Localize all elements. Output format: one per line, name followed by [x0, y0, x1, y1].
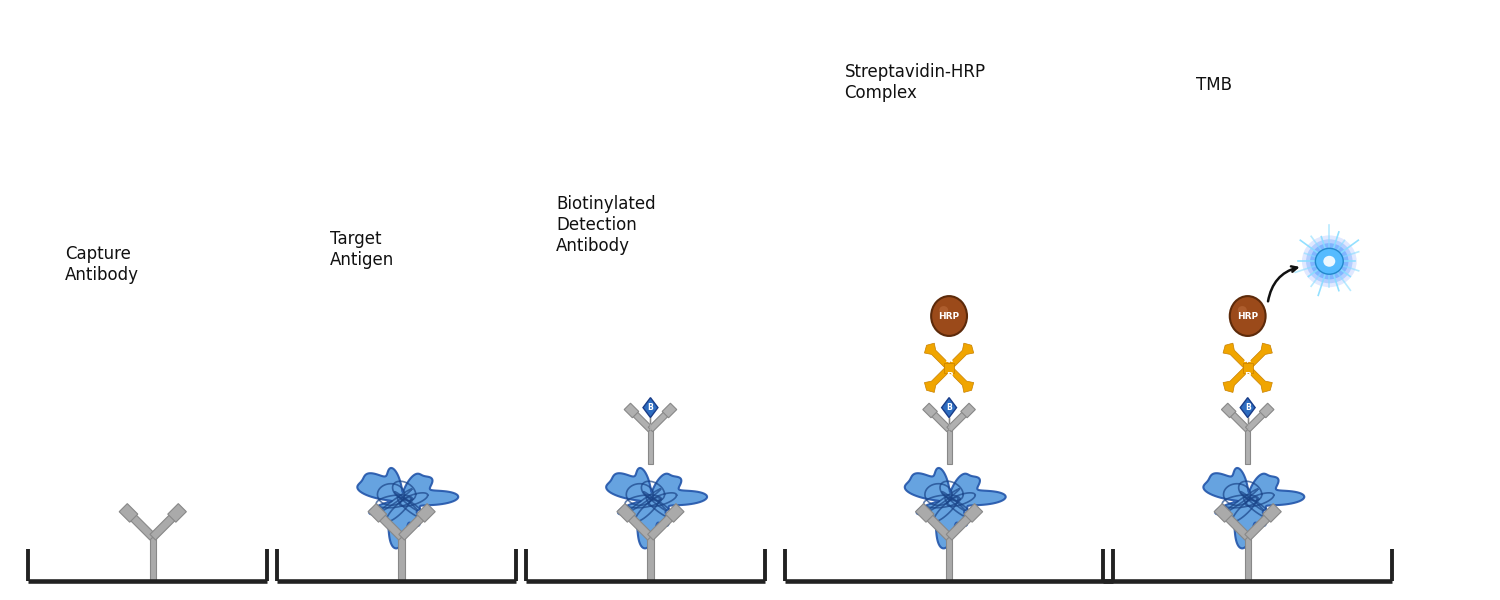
Polygon shape	[648, 510, 678, 540]
Ellipse shape	[939, 306, 948, 314]
Ellipse shape	[1316, 248, 1342, 274]
Polygon shape	[928, 408, 951, 432]
Polygon shape	[399, 510, 429, 540]
Text: HRP: HRP	[939, 311, 960, 320]
Text: B: B	[648, 403, 654, 412]
Polygon shape	[1245, 343, 1272, 370]
Polygon shape	[126, 510, 156, 540]
FancyBboxPatch shape	[1245, 430, 1250, 464]
Polygon shape	[1221, 510, 1251, 540]
Polygon shape	[616, 503, 636, 522]
Polygon shape	[644, 398, 658, 418]
Polygon shape	[1245, 408, 1269, 432]
Text: Capture
Antibody: Capture Antibody	[64, 245, 140, 284]
Polygon shape	[606, 468, 706, 548]
Polygon shape	[944, 363, 954, 373]
Text: Target
Antigen: Target Antigen	[330, 230, 394, 269]
Polygon shape	[922, 510, 952, 540]
Polygon shape	[1263, 503, 1281, 522]
Polygon shape	[1203, 468, 1305, 548]
Ellipse shape	[1323, 256, 1335, 267]
Polygon shape	[946, 510, 976, 540]
Polygon shape	[1222, 343, 1250, 370]
Text: B: B	[945, 371, 952, 380]
Ellipse shape	[1238, 306, 1246, 314]
Ellipse shape	[1310, 243, 1348, 280]
Text: A: A	[945, 355, 952, 364]
Polygon shape	[357, 468, 458, 548]
Polygon shape	[368, 503, 387, 522]
Polygon shape	[662, 403, 676, 418]
FancyBboxPatch shape	[946, 430, 951, 464]
FancyBboxPatch shape	[648, 430, 652, 464]
Polygon shape	[118, 503, 138, 522]
Polygon shape	[417, 503, 435, 522]
Text: Streptavidin-HRP
Complex: Streptavidin-HRP Complex	[844, 63, 986, 102]
FancyBboxPatch shape	[150, 537, 156, 581]
Ellipse shape	[1230, 296, 1266, 336]
Text: B: B	[1244, 371, 1251, 380]
Polygon shape	[962, 403, 975, 418]
Polygon shape	[168, 503, 186, 522]
Polygon shape	[915, 503, 934, 522]
Polygon shape	[666, 503, 684, 522]
Polygon shape	[1242, 363, 1252, 373]
Polygon shape	[150, 510, 180, 540]
Polygon shape	[1227, 408, 1250, 432]
FancyBboxPatch shape	[648, 537, 654, 581]
Polygon shape	[922, 403, 938, 418]
Polygon shape	[946, 408, 970, 432]
Polygon shape	[1245, 365, 1272, 392]
Polygon shape	[1222, 365, 1250, 392]
Polygon shape	[624, 510, 654, 540]
FancyBboxPatch shape	[1245, 537, 1251, 581]
Text: A: A	[1244, 355, 1251, 364]
Polygon shape	[1240, 398, 1256, 418]
Text: B: B	[946, 403, 952, 412]
Polygon shape	[904, 468, 1005, 548]
FancyBboxPatch shape	[946, 537, 952, 581]
Text: HRP: HRP	[1238, 311, 1258, 320]
Polygon shape	[924, 365, 951, 392]
Polygon shape	[628, 408, 652, 432]
Text: TMB: TMB	[1196, 76, 1231, 94]
Polygon shape	[942, 398, 957, 418]
Polygon shape	[924, 343, 951, 370]
Ellipse shape	[1306, 239, 1353, 283]
Polygon shape	[1214, 503, 1233, 522]
FancyBboxPatch shape	[399, 537, 405, 581]
Ellipse shape	[1302, 235, 1356, 287]
Ellipse shape	[932, 296, 968, 336]
Polygon shape	[1221, 403, 1236, 418]
Polygon shape	[1260, 403, 1274, 418]
Polygon shape	[946, 343, 974, 370]
Polygon shape	[624, 403, 639, 418]
Text: B: B	[1245, 403, 1251, 412]
Polygon shape	[375, 510, 405, 540]
Polygon shape	[648, 408, 672, 432]
Polygon shape	[1245, 510, 1275, 540]
Polygon shape	[964, 503, 982, 522]
Text: Biotinylated
Detection
Antibody: Biotinylated Detection Antibody	[556, 196, 656, 255]
Polygon shape	[946, 365, 974, 392]
